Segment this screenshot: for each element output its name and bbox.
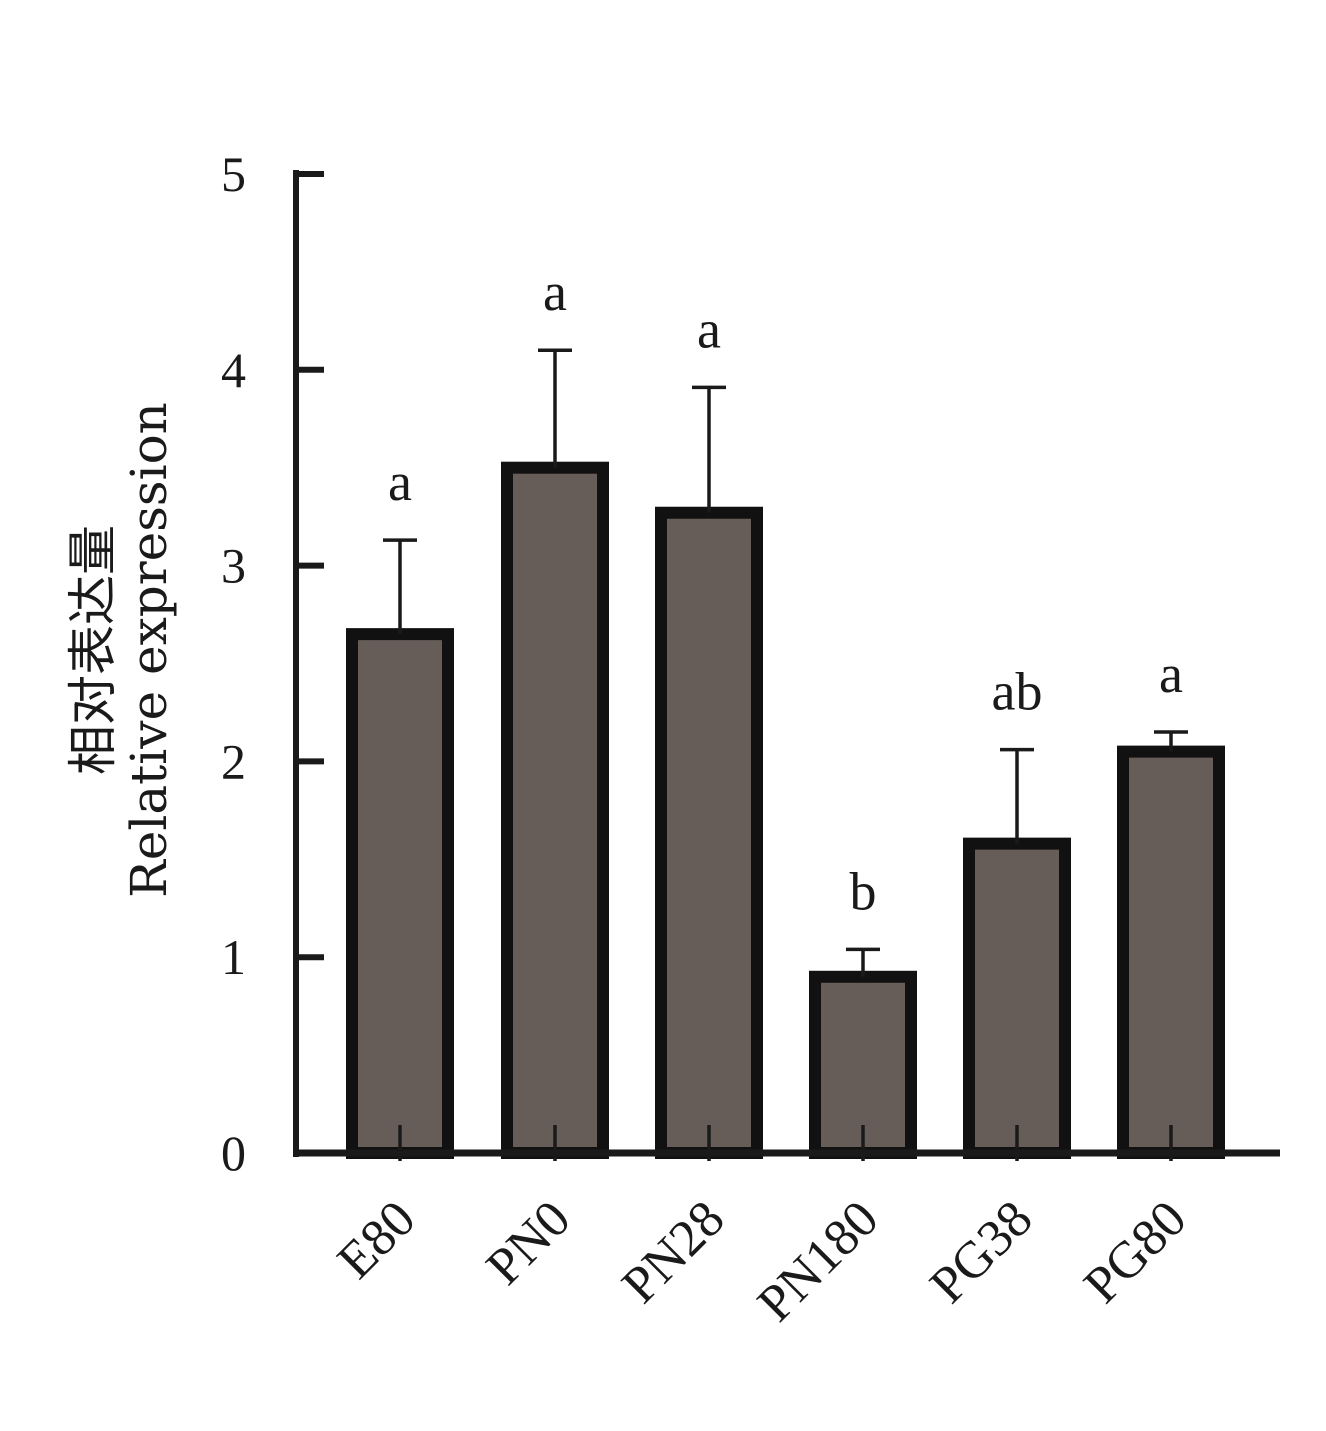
y-ticks-group: 0 1 2 3 4 5 xyxy=(221,146,324,1181)
axes-group xyxy=(293,170,1280,1161)
bar-pg80 xyxy=(1117,745,1225,1159)
y-tick-label-1: 1 xyxy=(221,929,246,985)
x-tick-label-pn180: PN180 xyxy=(747,1190,889,1332)
y-tick-label-5: 5 xyxy=(221,146,246,202)
x-tick-label-pg80: PG80 xyxy=(1073,1190,1197,1314)
significance-label-e80: a xyxy=(388,452,412,512)
error-bars-group xyxy=(383,348,1188,977)
significance-label-pg80: a xyxy=(1159,644,1183,704)
significance-label-pn0: a xyxy=(543,262,567,322)
significance-label-pn28: a xyxy=(697,299,721,359)
bar-pg38 xyxy=(963,837,1071,1159)
significance-label-pg38: ab xyxy=(992,662,1043,722)
x-tick-label-pn28: PN28 xyxy=(611,1190,735,1314)
x-tick-label-pg38: PG38 xyxy=(919,1190,1043,1314)
bar-e80 xyxy=(346,628,454,1159)
bar-pn28 xyxy=(655,506,763,1159)
x-tick-label-e80: E80 xyxy=(327,1190,427,1290)
y-tick-label-3: 3 xyxy=(221,538,246,594)
x-tick-label-pn0: PN0 xyxy=(476,1190,582,1296)
y-axis-title: 相对表达量 Relative expression xyxy=(64,402,178,898)
y-axis-title-cn: 相对表达量 xyxy=(64,525,122,775)
significance-label-pn180: b xyxy=(850,861,877,921)
y-tick-label-4: 4 xyxy=(221,342,246,398)
y-tick-label-2: 2 xyxy=(221,733,246,789)
bars-group xyxy=(346,461,1225,1160)
y-axis-title-en: Relative expression xyxy=(120,402,178,898)
x-labels-group: E80 PN0 PN28 PN180 PG38 PG80 xyxy=(327,1190,1198,1332)
y-tick-label-0: 0 xyxy=(221,1125,246,1181)
bar-pn0 xyxy=(501,461,609,1159)
